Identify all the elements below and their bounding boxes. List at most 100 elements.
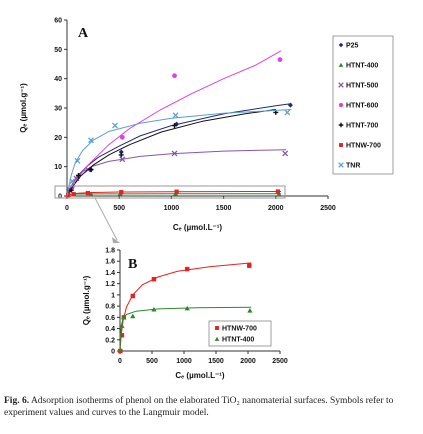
b-x-tick-label: 2500 bbox=[272, 358, 288, 365]
a-data-point-htnt-500 bbox=[119, 156, 126, 163]
a-y-tick-label: 10 bbox=[54, 164, 62, 171]
a-y-tick-label: 0 bbox=[58, 194, 62, 201]
a-data-point-htnw-700 bbox=[85, 190, 91, 196]
caption-text: Adsorption isotherms of phenol on the el… bbox=[4, 396, 394, 418]
a-data-point-htnt-500 bbox=[171, 150, 178, 157]
a-data-point-htnt-600 bbox=[277, 57, 283, 62]
a-legend-label-htnt-600: HTNT-600 bbox=[346, 103, 378, 110]
a-data-point-htnt-700 bbox=[88, 167, 94, 173]
chart-panel-b: B 0 0.2 0.4 0.6 0.8 1 1.2 1.4 1.6 1.8 0 500 1000 1500… bbox=[82, 248, 288, 381]
a-x-tick-label: 500 bbox=[113, 205, 125, 212]
a-x-tick-label: 1000 bbox=[164, 205, 180, 212]
b-data-point-htnt-400 bbox=[247, 308, 253, 313]
a-y-tick-label: 20 bbox=[54, 135, 62, 142]
b-y-tick-label: 0 bbox=[111, 349, 115, 356]
a-y-axis-label: Qₑ (µmol.g⁻¹) bbox=[19, 83, 28, 133]
b-data-point-htnt-400 bbox=[117, 347, 123, 352]
b-y-tick-label: 1.6 bbox=[105, 259, 115, 266]
zoom-region-box bbox=[54, 185, 286, 199]
a-legend-marker-htnt-700 bbox=[338, 122, 344, 128]
b-y-tick-label: 1.2 bbox=[105, 281, 115, 288]
b-x-tick-label: 1500 bbox=[208, 358, 224, 365]
a-data-point-tnr bbox=[112, 122, 118, 129]
a-data-point-htnw-700 bbox=[119, 190, 124, 195]
a-y-tick-label: 30 bbox=[54, 106, 62, 113]
a-data-point-htnt-700 bbox=[68, 187, 74, 193]
b-legend-marker-htnt-400 bbox=[214, 336, 220, 341]
a-legend-marker-htnt-400 bbox=[338, 62, 344, 67]
b-data-point-htnt-400 bbox=[130, 313, 136, 319]
a-data-point-htnt-700 bbox=[75, 172, 81, 178]
a-data-point-p25 bbox=[118, 149, 124, 155]
b-y-tick-label: 0.6 bbox=[105, 315, 115, 322]
a-x-tick-label: 2000 bbox=[268, 205, 284, 212]
b-data-point-htnt-400 bbox=[119, 323, 125, 328]
a-legend-marker-p25 bbox=[338, 42, 344, 48]
b-x-tick-label: 500 bbox=[146, 358, 158, 365]
a-data-point-htnw-700 bbox=[71, 192, 76, 197]
a-model-curve-htnt-700 bbox=[66, 109, 276, 197]
a-data-point-tnr bbox=[172, 112, 179, 119]
a-legend-marker-htnw-700 bbox=[339, 143, 343, 147]
b-x-tick-label: 0 bbox=[118, 358, 122, 365]
a-x-tick-label: 2500 bbox=[320, 205, 336, 212]
panel-a-label: A bbox=[78, 26, 89, 41]
a-series-htnt-700 bbox=[66, 109, 279, 197]
b-y-tick-label: 0.4 bbox=[105, 326, 115, 333]
a-x-axis-label: Cₑ (µmol.L⁻¹) bbox=[173, 223, 223, 232]
b-data-point-htnt-400 bbox=[151, 306, 157, 312]
b-data-point-htnt-400 bbox=[121, 314, 127, 320]
a-x-tick-label: 0 bbox=[65, 205, 69, 212]
a-data-point-tnr bbox=[284, 109, 291, 116]
a-y-tick-label: 50 bbox=[54, 47, 62, 54]
a-y-tick-label: 60 bbox=[54, 18, 62, 25]
a-model-curve-tnr bbox=[66, 109, 292, 197]
b-data-point-htnw-700 bbox=[151, 276, 157, 282]
caption-label: Fig. 6. bbox=[4, 396, 30, 406]
b-model-curve-htnt-400 bbox=[119, 306, 252, 352]
a-legend-label-htnt-500: HTNT-500 bbox=[346, 83, 378, 90]
b-y-tick-label: 0.2 bbox=[105, 337, 115, 344]
a-data-point-htnt-600 bbox=[172, 73, 177, 79]
b-x-tick-label: 2000 bbox=[240, 358, 256, 365]
a-y-tick-label: 40 bbox=[54, 76, 62, 83]
b-x-axis-label: Cₑ (µmol.L⁻¹) bbox=[175, 371, 225, 380]
a-data-point-htnw-700 bbox=[65, 192, 71, 198]
a-legend-label-htnt-400: HTNT-400 bbox=[346, 63, 378, 70]
a-data-point-p25 bbox=[287, 102, 293, 108]
a-data-point-htnw-700 bbox=[275, 189, 281, 194]
b-series-htnt-400 bbox=[117, 305, 253, 352]
b-x-tick-label: 1000 bbox=[176, 358, 192, 365]
b-y-tick-label: 1.8 bbox=[105, 248, 115, 255]
a-data-point-tnr bbox=[88, 137, 94, 144]
b-legend-label-htnw-700: HTNW-700 bbox=[222, 326, 257, 333]
b-data-point-htnw-700 bbox=[184, 266, 190, 272]
panel-b-label: B bbox=[128, 257, 137, 272]
b-y-tick-label: 1.4 bbox=[105, 270, 115, 277]
a-legend-marker-htnt-600 bbox=[338, 102, 344, 108]
a-series-tnr bbox=[66, 109, 292, 197]
b-data-point-htnw-700 bbox=[119, 333, 125, 338]
a-legend-marker-htnt-500 bbox=[338, 82, 344, 88]
a-data-point-tnr bbox=[74, 157, 81, 164]
zoom-connector-line bbox=[94, 197, 118, 241]
a-series-p25 bbox=[66, 102, 293, 197]
figure-caption: Fig. 6. Adsorption isotherms of phenol o… bbox=[4, 395, 416, 419]
a-data-point-htnt-600 bbox=[119, 134, 125, 140]
a-series-htnw-700 bbox=[65, 189, 282, 198]
a-legend-label-htnw-700: HTNW-700 bbox=[346, 143, 381, 150]
a-legend-label-htnt-700: HTNT-700 bbox=[346, 123, 378, 130]
a-data-point-htnt-400 bbox=[276, 191, 282, 196]
a-model-curve-htnt-600 bbox=[66, 50, 282, 197]
a-data-point-tnr bbox=[69, 178, 76, 185]
a-model-curve-htnt-500 bbox=[66, 149, 287, 197]
b-data-point-htnw-700 bbox=[130, 293, 136, 299]
a-data-point-htnw-700 bbox=[174, 189, 179, 194]
b-y-axis-label: Qₑ (µmol.g⁻¹) bbox=[82, 275, 91, 325]
chart-panel-a: A 0 10 20 30 40 50 60 0 500 1000 1500 2000 2500 Cₑ (µ… bbox=[19, 18, 394, 232]
b-legend-marker-htnw-700 bbox=[215, 326, 219, 330]
zoom-connector-arrowhead bbox=[112, 237, 120, 243]
b-data-point-htnt-400 bbox=[184, 305, 190, 311]
a-legend-marker-tnr bbox=[338, 162, 344, 168]
